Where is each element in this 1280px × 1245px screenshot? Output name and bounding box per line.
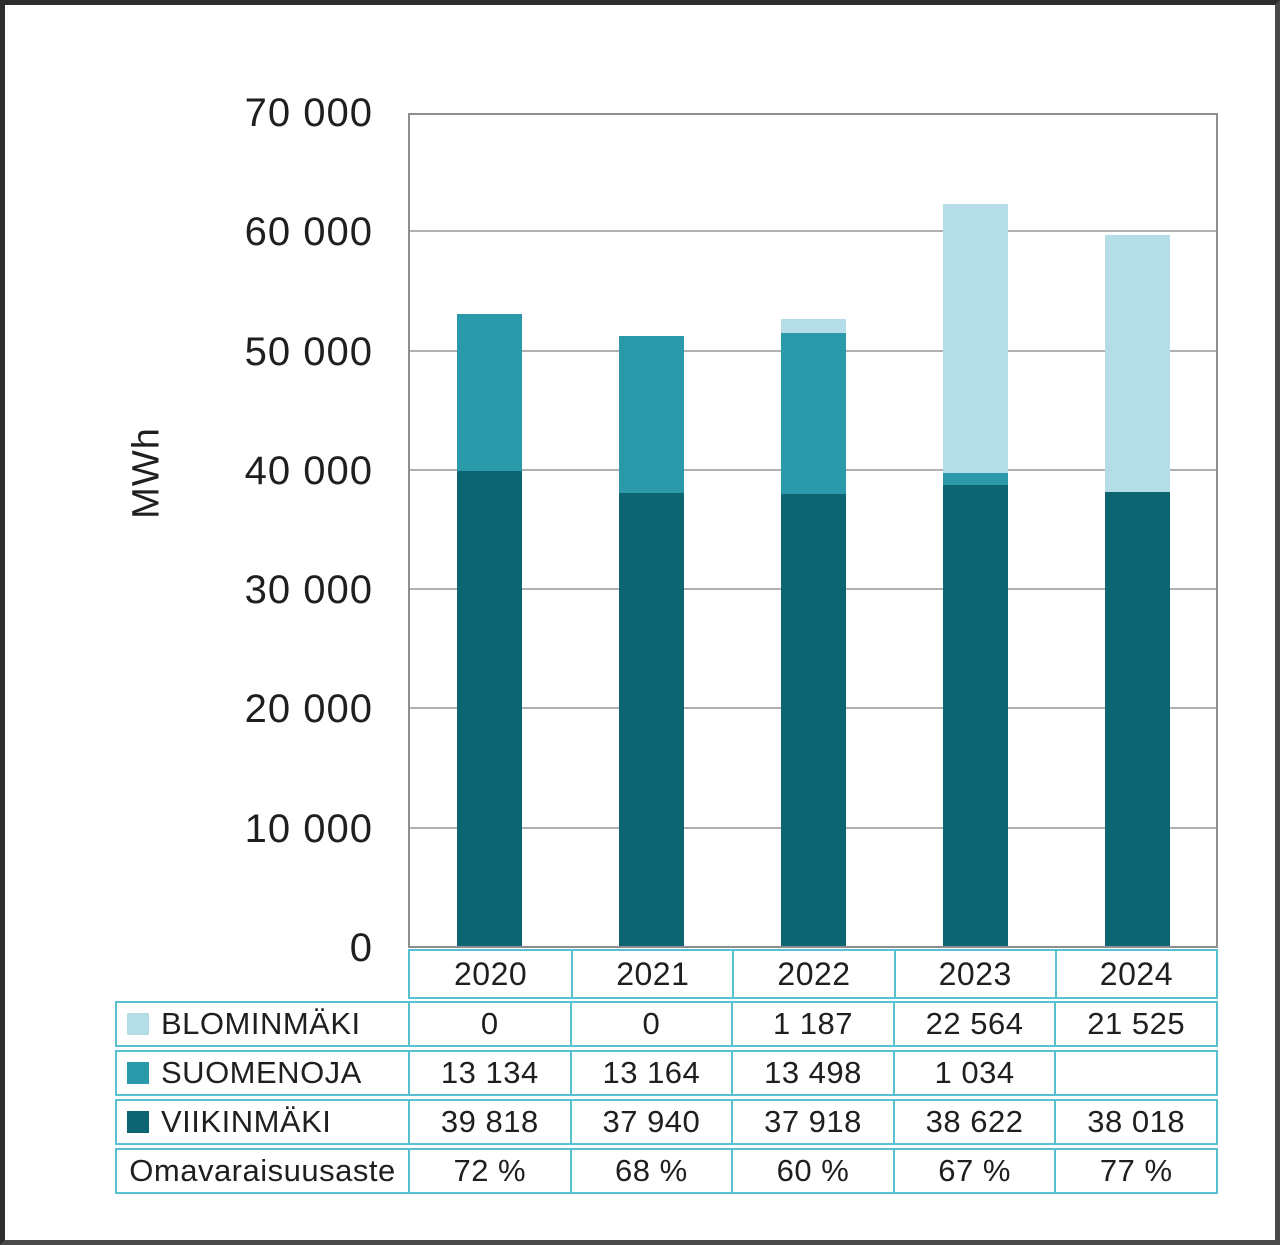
value-cell: 1 034 (893, 1052, 1055, 1094)
value-cell: 13 134 (408, 1052, 570, 1094)
year-header-cell: 2021 (571, 951, 732, 997)
table-row-suomenoja: SUOMENOJA 13 134 13 164 13 498 1 034 (115, 1050, 1218, 1096)
series-name: VIIKINMÄKI (161, 1104, 331, 1140)
gridline (410, 230, 1216, 232)
y-tick-label: 60 000 (135, 208, 373, 256)
table-header-row: 2020 2021 2022 2023 2024 (408, 949, 1218, 999)
value-cell: 13 498 (731, 1052, 893, 1094)
year-label: 2020 (454, 956, 527, 993)
year-label: 2024 (1100, 956, 1173, 993)
value-cell: 37 918 (731, 1101, 893, 1143)
value-cell: 21 525 (1054, 1003, 1216, 1045)
bar-segment-suomenoja (781, 333, 846, 494)
value-text: 68 % (615, 1153, 688, 1189)
value-cell: 67 % (893, 1150, 1055, 1192)
value-cell: 0 (408, 1003, 570, 1045)
value-cell: 0 (570, 1003, 732, 1045)
extra-row-label-cell: Omavaraisuusaste (117, 1150, 408, 1192)
value-cell: 60 % (731, 1150, 893, 1192)
value-cell: 68 % (570, 1150, 732, 1192)
plot-area (408, 113, 1218, 948)
bar-group-2021 (619, 336, 684, 946)
bar-group-2024 (1105, 235, 1170, 946)
value-text: 0 (643, 1006, 661, 1042)
bar-segment-suomenoja (943, 473, 1008, 485)
value-text: 38 622 (926, 1104, 1024, 1140)
value-cell: 1 187 (731, 1003, 893, 1045)
table-row-omavaraisuusaste: Omavaraisuusaste 72 % 68 % 60 % 67 % 77 % (115, 1148, 1218, 1194)
legend-swatch (127, 1111, 149, 1133)
bar-segment-viikinmäki (781, 494, 846, 946)
bar-group-2020 (457, 314, 522, 946)
y-tick-label: 70 000 (135, 89, 373, 137)
bar-segment-viikinmäki (457, 471, 522, 946)
year-header-cell: 2024 (1055, 951, 1216, 997)
chart-figure: MWh 010 00020 00030 00040 00050 00060 00… (0, 0, 1280, 1245)
value-text: 39 818 (441, 1104, 539, 1140)
legend-swatch (127, 1013, 149, 1035)
y-tick-label: 20 000 (135, 685, 373, 733)
bar-segment-blominmäki (943, 204, 1008, 473)
y-tick-label: 10 000 (135, 805, 373, 853)
value-text: 67 % (938, 1153, 1011, 1189)
year-label: 2021 (616, 956, 689, 993)
series-name: SUOMENOJA (161, 1055, 362, 1091)
value-text: 13 134 (441, 1055, 539, 1091)
y-axis-tick-labels: 010 00020 00030 00040 00050 00060 00070 … (135, 113, 373, 948)
bar-segment-viikinmäki (1105, 492, 1170, 946)
table-row-blominmäki: BLOMINMÄKI 0 0 1 187 22 564 21 525 (115, 1001, 1218, 1047)
value-cell (1054, 1052, 1216, 1094)
value-cell: 72 % (408, 1150, 570, 1192)
value-cell: 38 622 (893, 1101, 1055, 1143)
value-cell: 22 564 (893, 1003, 1055, 1045)
y-tick-label: 0 (135, 924, 373, 972)
value-cell: 37 940 (570, 1101, 732, 1143)
series-name: BLOMINMÄKI (161, 1006, 361, 1042)
value-text: 1 187 (773, 1006, 853, 1042)
value-text: 1 034 (935, 1055, 1015, 1091)
value-text: 13 498 (764, 1055, 862, 1091)
value-cell: 77 % (1054, 1150, 1216, 1192)
series-label-cell: BLOMINMÄKI (117, 1003, 408, 1045)
value-text: 77 % (1100, 1153, 1173, 1189)
bar-segment-suomenoja (457, 314, 522, 471)
value-cell: 38 018 (1054, 1101, 1216, 1143)
bar-segment-blominmäki (781, 319, 846, 333)
series-label-cell: VIIKINMÄKI (117, 1101, 408, 1143)
value-text: 72 % (453, 1153, 526, 1189)
year-header-cell: 2023 (894, 951, 1055, 997)
value-text: 37 918 (764, 1104, 862, 1140)
value-cell: 39 818 (408, 1101, 570, 1143)
value-text: 22 564 (926, 1006, 1024, 1042)
bar-segment-blominmäki (1105, 235, 1170, 492)
value-text: 38 018 (1087, 1104, 1185, 1140)
bar-group-2022 (781, 319, 846, 946)
year-header-cell: 2020 (410, 951, 571, 997)
year-label: 2023 (939, 956, 1012, 993)
value-text: 13 164 (602, 1055, 700, 1091)
value-text: 37 940 (602, 1104, 700, 1140)
legend-swatch (127, 1062, 149, 1084)
value-cell: 13 164 (570, 1052, 732, 1094)
series-label-cell: SUOMENOJA (117, 1052, 408, 1094)
table-row-viikinmäki: VIIKINMÄKI 39 818 37 940 37 918 38 622 38 018 (115, 1099, 1218, 1145)
value-text: 0 (481, 1006, 499, 1042)
value-text: 21 525 (1087, 1006, 1185, 1042)
extra-row-name: Omavaraisuusaste (129, 1153, 395, 1189)
bar-segment-viikinmäki (619, 493, 684, 946)
bar-segment-suomenoja (619, 336, 684, 493)
bar-segment-viikinmäki (943, 485, 1008, 946)
bar-group-2023 (943, 204, 1008, 946)
year-header-cell: 2022 (732, 951, 893, 997)
value-text: 60 % (777, 1153, 850, 1189)
y-tick-label: 30 000 (135, 566, 373, 614)
y-tick-label: 40 000 (135, 447, 373, 495)
year-label: 2022 (777, 956, 850, 993)
y-tick-label: 50 000 (135, 328, 373, 376)
